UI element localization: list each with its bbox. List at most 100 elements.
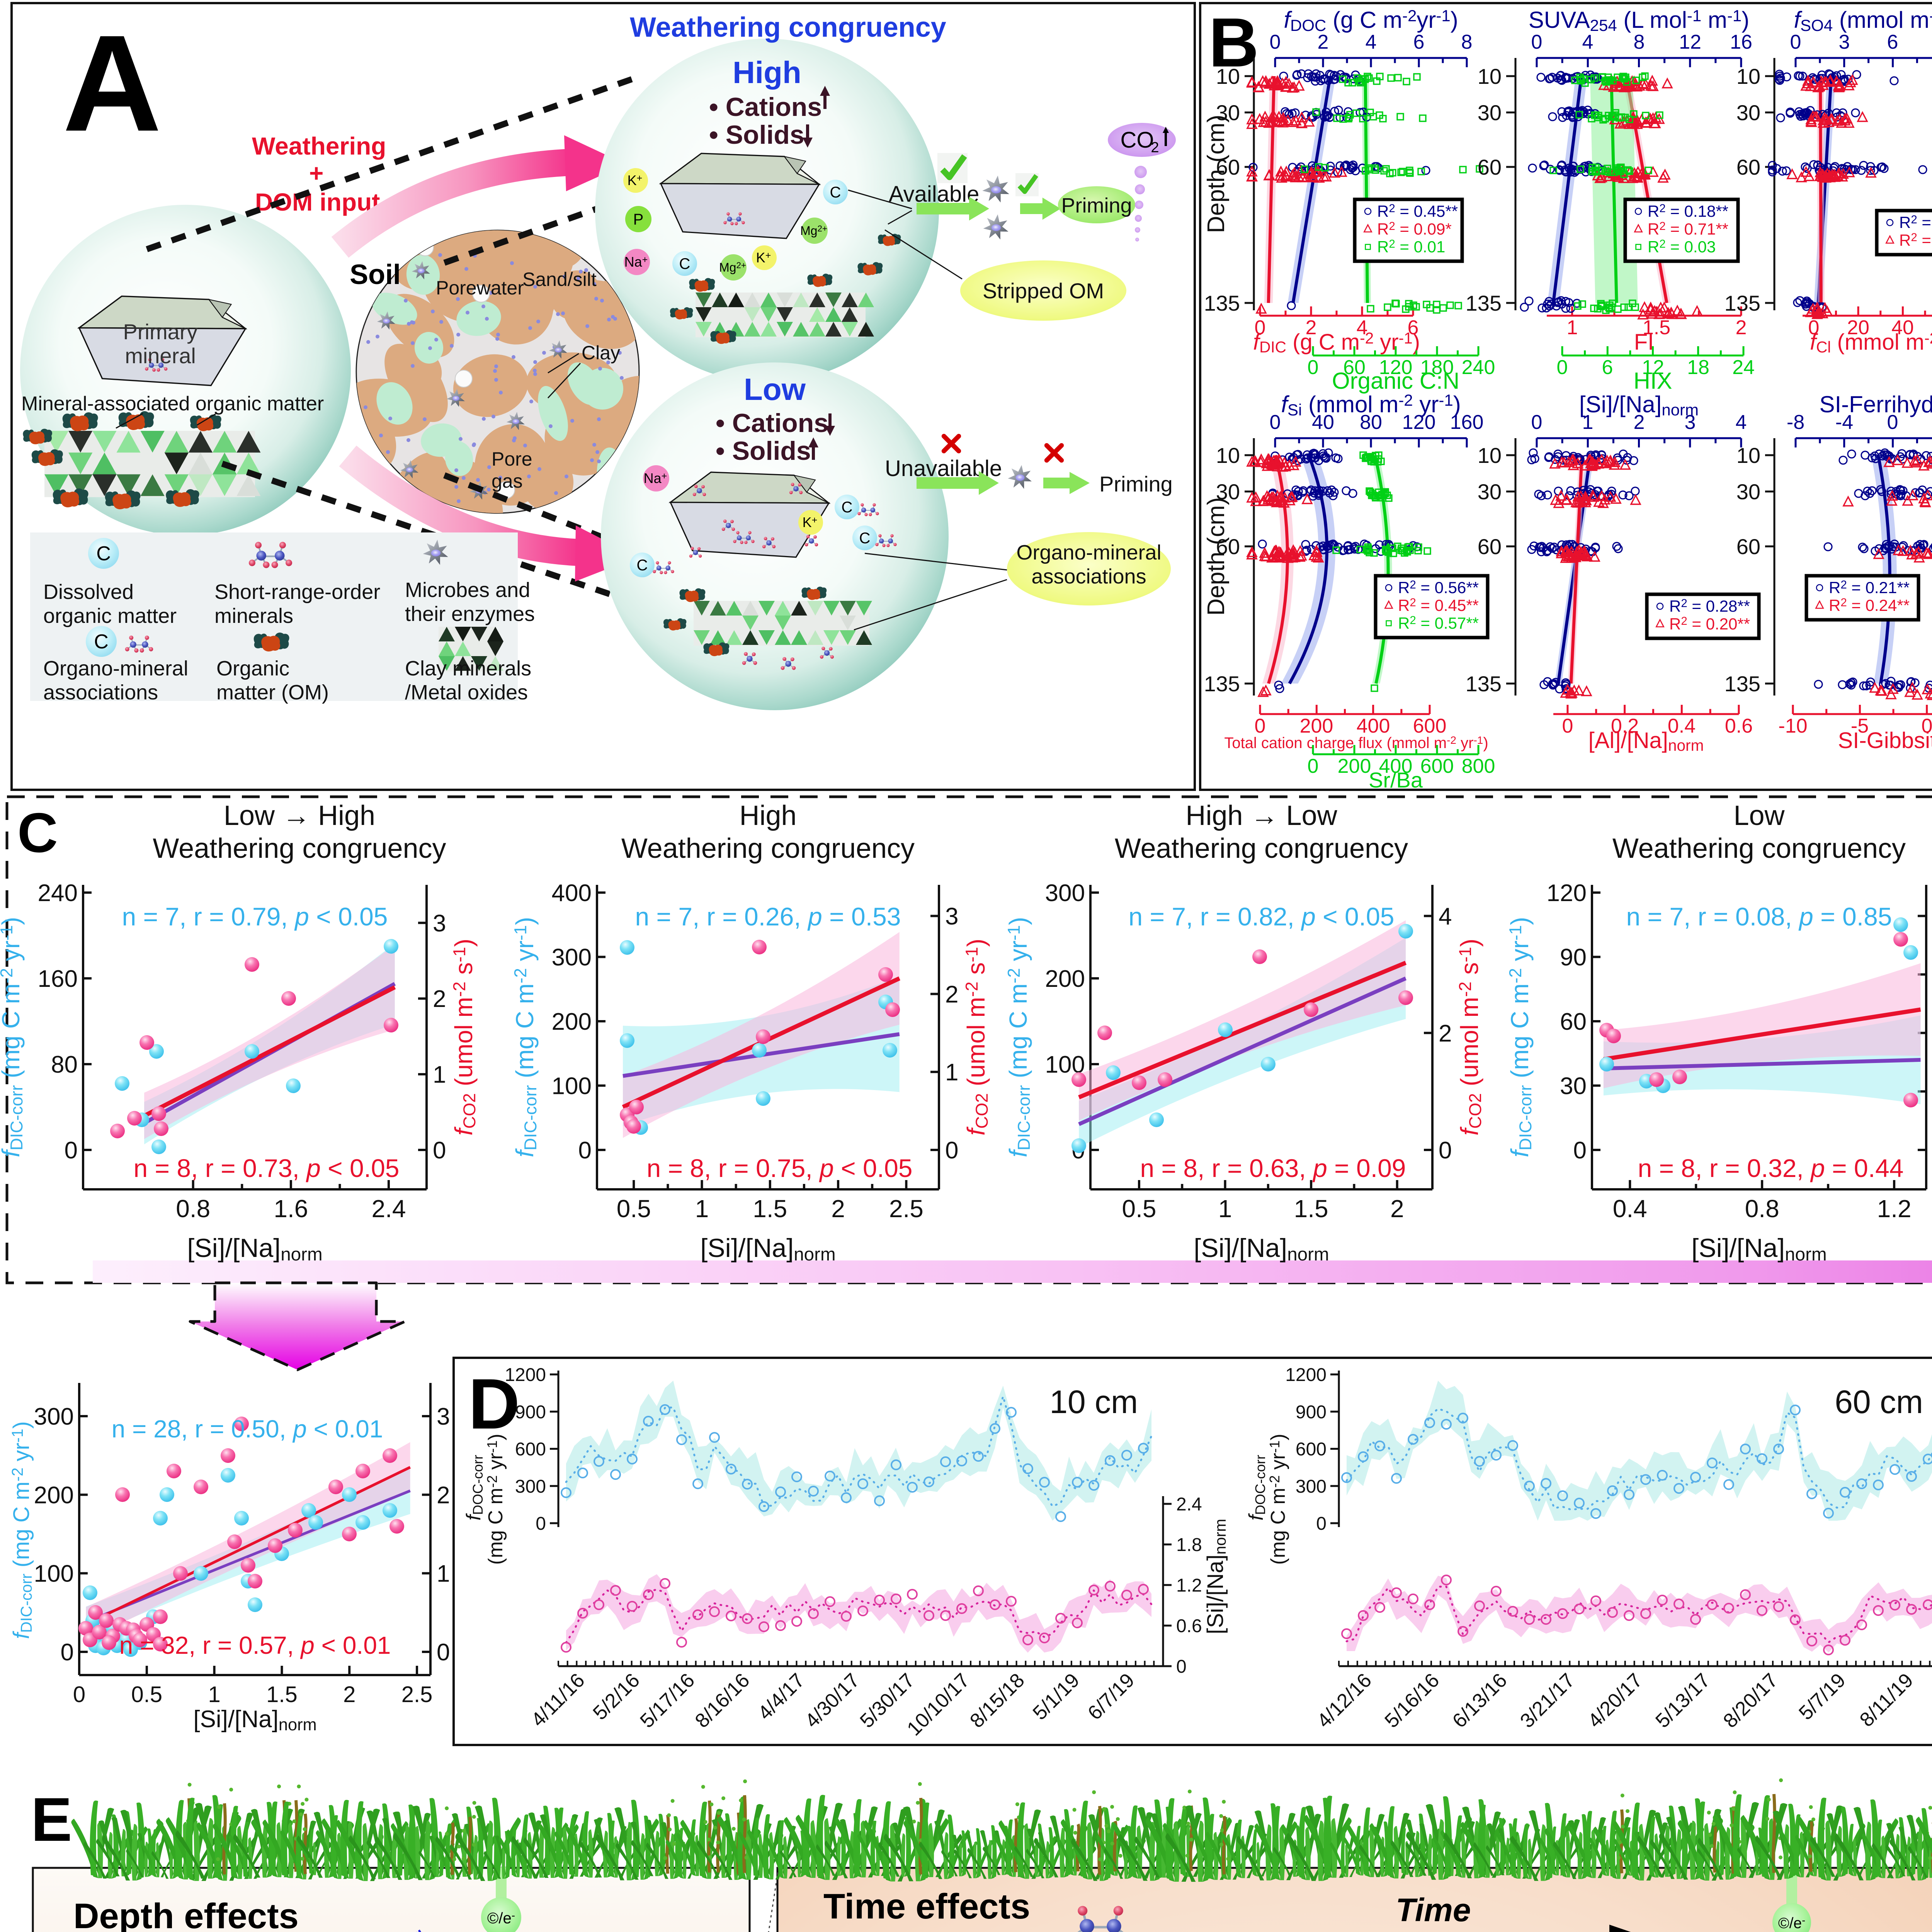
svg-text:C: C: [96, 543, 111, 565]
svg-text:900: 900: [515, 1402, 546, 1422]
svg-text:6: 6: [1602, 356, 1613, 379]
svg-text:A: A: [63, 7, 162, 160]
svg-text:200: 200: [34, 1482, 74, 1509]
svg-text:R2 = 0.24**: R2 = 0.24**: [1829, 596, 1910, 614]
svg-text:fDOC-corr: fDOC-corr: [463, 1455, 486, 1520]
svg-text:135: 135: [1466, 672, 1502, 696]
svg-text:C: C: [637, 557, 648, 574]
svg-text:High: High: [733, 55, 801, 90]
svg-text:Depth (cm): Depth (cm): [1203, 497, 1230, 616]
svg-text:fDIC-corr (mg C m-2 yr-1): fDIC-corr (mg C m-2 yr-1): [9, 1421, 36, 1639]
svg-text:Pore: Pore: [492, 448, 532, 470]
svg-text:300: 300: [1296, 1476, 1327, 1497]
svg-text:0: 0: [1255, 715, 1266, 737]
svg-text:Sr/Ba: Sr/Ba: [1369, 768, 1423, 792]
svg-text:1: 1: [1218, 1195, 1232, 1223]
svg-text:fCO2 (umol m-2 s-1): fCO2 (umol m-2 s-1): [450, 939, 479, 1136]
svg-text:6: 6: [1408, 316, 1419, 339]
svg-text:600: 600: [1413, 715, 1447, 737]
svg-text:K+: K+: [803, 514, 818, 530]
svg-text:[Si]/[Na]norm: [Si]/[Na]norm: [1691, 1233, 1827, 1265]
svg-text:[Si]/[Na]norm: [Si]/[Na]norm: [1579, 391, 1699, 419]
svg-text:0: 0: [1562, 715, 1573, 737]
svg-text:minerals: minerals: [214, 604, 293, 628]
svg-text:100: 100: [552, 1073, 592, 1100]
svg-text:2: 2: [1390, 1195, 1404, 1223]
svg-text:Short-range-order: Short-range-order: [214, 580, 380, 604]
svg-text:Clay: Clay: [582, 342, 620, 364]
svg-text:n = 8, r = 0.32, p = 0.44: n = 8, r = 0.32, p = 0.44: [1638, 1154, 1903, 1182]
svg-text:Organic: Organic: [216, 657, 289, 680]
svg-text:30: 30: [1478, 100, 1502, 125]
svg-text:300: 300: [552, 944, 592, 971]
svg-text:mineral: mineral: [125, 344, 196, 368]
svg-text:160: 160: [1450, 411, 1484, 434]
svg-text:1.5: 1.5: [753, 1195, 787, 1223]
svg-text:Time effects: Time effects: [823, 1887, 1030, 1926]
svg-text:n = 8, r = 0.63, p = 0.09: n = 8, r = 0.63, p = 0.09: [1140, 1154, 1406, 1182]
svg-text:1.5: 1.5: [1294, 1195, 1328, 1223]
svg-text:0: 0: [1531, 31, 1543, 53]
svg-text:0.2: 0.2: [1611, 715, 1639, 737]
svg-text:0: 0: [73, 1682, 85, 1707]
svg-text:90: 90: [1560, 944, 1587, 971]
svg-text:2: 2: [433, 986, 446, 1012]
svg-text:60: 60: [1216, 534, 1240, 559]
svg-text:CO: CO: [1121, 128, 1154, 153]
svg-text:1.2: 1.2: [1877, 1195, 1912, 1223]
svg-text:0: 0: [1255, 316, 1266, 339]
svg-text:2: 2: [1736, 316, 1747, 339]
svg-text:High → Low: High → Low: [1185, 800, 1337, 831]
svg-text:10: 10: [1736, 443, 1760, 468]
svg-text:R2 = 0.45**: R2 = 0.45**: [1398, 596, 1479, 614]
svg-text:1200: 1200: [1285, 1365, 1327, 1385]
svg-text:fSO4 (mmol m-2 yr-1): fSO4 (mmol m-2 yr-1): [1794, 7, 1932, 34]
svg-text:120: 120: [1379, 356, 1413, 379]
svg-text:Depth effects: Depth effects: [73, 1896, 299, 1932]
svg-text:n = 8, r = 0.73, p < 0.05: n = 8, r = 0.73, p < 0.05: [133, 1154, 399, 1182]
svg-text:2.5: 2.5: [889, 1195, 923, 1223]
svg-text:0: 0: [1887, 411, 1898, 434]
svg-text:Dissolved: Dissolved: [43, 580, 134, 604]
svg-text:Mg2+: Mg2+: [800, 224, 827, 238]
svg-text:3: 3: [1685, 411, 1696, 434]
svg-text:600: 600: [1420, 755, 1454, 777]
svg-text:fDIC (g C m-2 yr-1): fDIC (g C m-2 yr-1): [1253, 329, 1420, 356]
svg-text:2: 2: [1318, 31, 1329, 53]
svg-text:Mineral-associated organic mat: Mineral-associated organic matter: [21, 393, 324, 415]
svg-text:160: 160: [38, 966, 78, 992]
svg-text:©/e-: ©/e-: [1778, 1914, 1805, 1932]
svg-text:0: 0: [1316, 1514, 1327, 1534]
svg-text:C: C: [842, 499, 853, 516]
svg-text:their enzymes: their enzymes: [405, 602, 535, 626]
svg-text:0: 0: [1808, 316, 1820, 339]
svg-text:4: 4: [1439, 903, 1452, 930]
svg-text:2: 2: [831, 1195, 845, 1223]
svg-text:Microbes and: Microbes and: [405, 578, 530, 602]
svg-text:1.5: 1.5: [266, 1682, 298, 1707]
svg-text:0.8: 0.8: [176, 1195, 210, 1223]
svg-text:fCl (mmol m-2 yr-1): fCl (mmol m-2 yr-1): [1810, 329, 1932, 356]
svg-text:600: 600: [1296, 1439, 1327, 1460]
svg-text:Clay minerals: Clay minerals: [405, 657, 531, 680]
svg-text:0: 0: [1573, 1137, 1587, 1164]
svg-text:1: 1: [695, 1195, 709, 1223]
svg-text:Depth (cm): Depth (cm): [1203, 115, 1230, 233]
svg-text:40: 40: [1891, 316, 1914, 339]
svg-text:Weathering congruency: Weathering congruency: [630, 12, 946, 43]
svg-text:1.8: 1.8: [1176, 1535, 1202, 1555]
svg-text:135: 135: [1204, 672, 1240, 696]
svg-text:60: 60: [1216, 155, 1240, 179]
svg-text:0.4: 0.4: [1613, 1195, 1647, 1223]
svg-text:2: 2: [1634, 411, 1645, 434]
svg-text:Weathering: Weathering: [252, 132, 386, 160]
svg-text:18: 18: [1687, 356, 1709, 379]
svg-text:Na+: Na+: [624, 254, 648, 270]
svg-text:• Solids: • Solids: [716, 436, 811, 466]
svg-text:10: 10: [1216, 64, 1240, 88]
svg-text:Sand/silt: Sand/silt: [522, 269, 597, 290]
svg-text:6: 6: [1887, 31, 1898, 53]
svg-text:fCO2 (umol m-2 s-1): fCO2 (umol m-2 s-1): [1456, 939, 1485, 1136]
svg-text:[Si]/[Na]norm: [Si]/[Na]norm: [187, 1233, 322, 1265]
svg-text:135: 135: [1466, 291, 1502, 315]
